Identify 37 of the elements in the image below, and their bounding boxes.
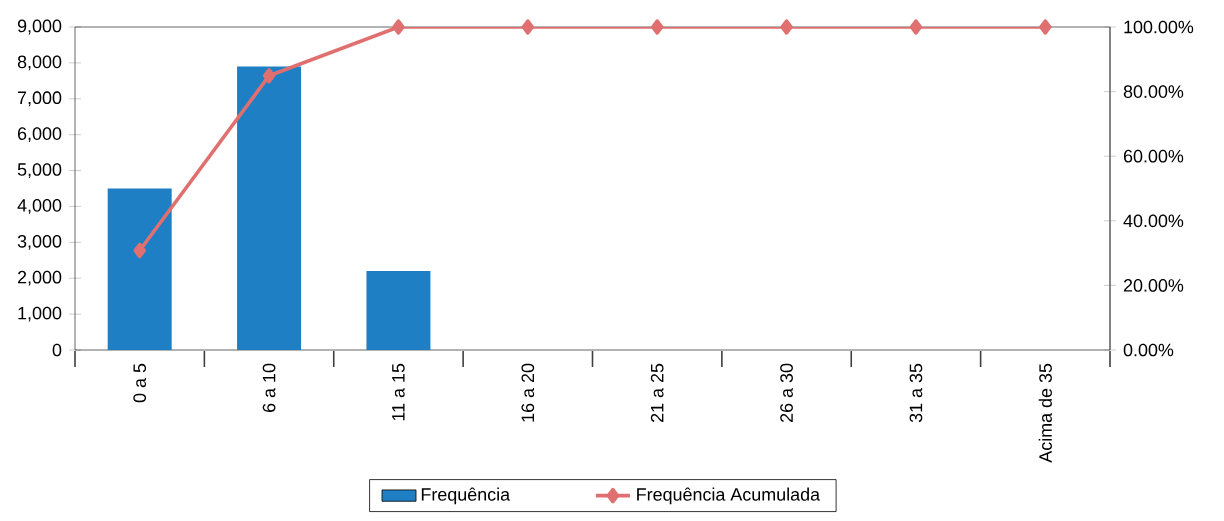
- legend-label: Frequência: [421, 487, 511, 505]
- y-tick-label: 7,000: [17, 91, 62, 107]
- x-tick-label: 6 a 10: [262, 363, 276, 412]
- x-tick-label: 31 a 35: [909, 363, 923, 423]
- y2-tick-label: 20.00%: [1123, 279, 1184, 292]
- legend-label: Frequência Acumulada: [637, 487, 821, 505]
- y-tick-label: 8,000: [17, 55, 62, 71]
- y-tick-label: 4,000: [17, 199, 62, 214]
- bar: [366, 271, 431, 350]
- x-tick-label: 0 a 5: [133, 363, 147, 403]
- x-tick-label: 16 a 20: [521, 363, 535, 422]
- point: [650, 19, 664, 35]
- y-tick-label: 6,000: [17, 127, 62, 143]
- y2-tick-label: 100.00%: [1124, 20, 1194, 34]
- y-tick-label: 1,000: [18, 306, 62, 322]
- bar: [107, 188, 172, 350]
- x-tick-label: 26 a 30: [780, 363, 793, 422]
- point: [392, 19, 405, 35]
- point: [133, 242, 146, 259]
- y-tick-label: 9,000: [17, 19, 62, 35]
- x-tick-label: 11 a 15: [392, 363, 405, 421]
- point: [521, 19, 535, 35]
- bar: [237, 66, 302, 350]
- y2-tick-label: 40.00%: [1123, 214, 1184, 228]
- y2-tick-label: 80.00%: [1123, 85, 1184, 98]
- x-tick-label: 21 a 25: [650, 363, 664, 422]
- y-tick-label: 5,000: [17, 163, 62, 178]
- y-tick-label: 2,000: [17, 270, 62, 286]
- y2-tick-label: 60.00%: [1123, 149, 1184, 163]
- y-tick-label: 0: [52, 343, 62, 357]
- point: [909, 19, 923, 35]
- point: [780, 19, 793, 35]
- point: [1039, 19, 1052, 35]
- point: [262, 68, 276, 84]
- x-tick-label: Acima de 35: [1038, 363, 1052, 463]
- y-tick-label: 3,000: [17, 234, 62, 250]
- y2-tick-label: 0.00%: [1123, 343, 1174, 357]
